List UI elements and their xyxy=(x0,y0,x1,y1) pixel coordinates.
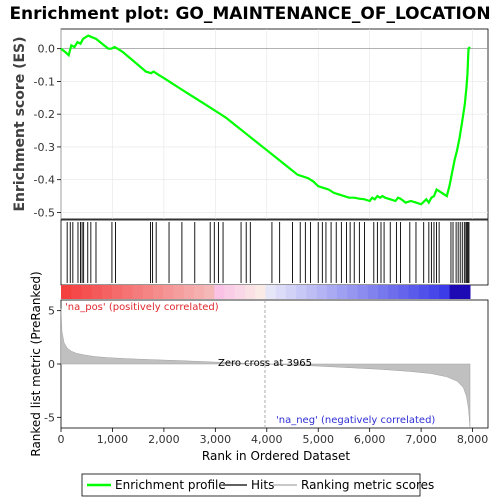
color-bar-segment xyxy=(224,285,236,299)
x-tick-label: 4,000 xyxy=(251,433,283,446)
hits-panel-frame xyxy=(60,219,489,286)
color-bar-segment xyxy=(316,285,328,299)
es-y-tick-label: 0.0 xyxy=(38,43,56,56)
es-panel-frame xyxy=(60,28,489,220)
color-bar-segment xyxy=(204,285,215,299)
color-bar-segment xyxy=(275,285,287,299)
color-bar-segment xyxy=(71,285,82,299)
x-tick-label: 3,000 xyxy=(200,433,232,446)
color-bar-segment xyxy=(214,285,226,299)
color-bar-segment xyxy=(153,285,164,299)
color-bar-segment xyxy=(81,285,93,299)
color-bar-segment xyxy=(429,285,440,299)
es-y-tick-label: -0.5 xyxy=(34,206,55,219)
color-bar-segment xyxy=(234,285,246,299)
negative-correlation-label: 'na_neg' (negatively correlated) xyxy=(276,415,435,426)
es-y-tick-label: -0.1 xyxy=(34,75,55,88)
color-bar-segment xyxy=(377,285,389,299)
ranked-y-tick-label: 0 xyxy=(48,358,55,371)
color-bar-segment xyxy=(255,285,266,299)
color-bar-segment xyxy=(285,285,297,299)
color-bar-segment xyxy=(122,285,134,299)
color-bar-segment xyxy=(173,285,185,299)
x-tick-label: 7,000 xyxy=(405,433,437,446)
legend-metric-label: Ranking metric scores xyxy=(301,478,434,492)
ranked-y-ticks: 5 0 -5 xyxy=(44,305,61,424)
color-bar-segment xyxy=(357,285,369,299)
legend-hits-label: Hits xyxy=(251,478,274,492)
color-bar-segment xyxy=(101,285,113,299)
color-bar-segment xyxy=(245,285,256,299)
color-bar-segment xyxy=(296,285,307,299)
es-grid xyxy=(60,29,488,219)
x-axis-ticks: 0 1,000 2,000 3,000 4,000 5,000 6,000 7,000 8,00… xyxy=(58,428,489,446)
es-y-tick-label: -0.3 xyxy=(34,141,55,154)
x-tick-label: 0 xyxy=(58,433,65,446)
positive-correlation-label: 'na_pos' (positively correlated) xyxy=(65,302,219,313)
enrichment-profile-line xyxy=(60,34,471,206)
color-bar-segment xyxy=(439,285,451,299)
zero-cross-label: Zero cross at 3965 xyxy=(218,358,312,369)
color-bar-segment xyxy=(183,285,195,299)
es-y-tick-label: -0.2 xyxy=(34,108,55,121)
es-y-tick-label: -0.4 xyxy=(34,174,55,187)
color-bar-segment xyxy=(265,285,277,299)
x-tick-label: 6,000 xyxy=(354,433,386,446)
legend-enrichment-label: Enrichment profile xyxy=(115,478,226,492)
color-bar-segment xyxy=(193,285,205,299)
legend-box xyxy=(81,473,421,497)
color-bar-segment xyxy=(326,285,338,299)
color-bar-segment xyxy=(367,285,379,299)
color-bar-segment xyxy=(347,285,359,299)
color-bar-segment xyxy=(61,285,72,299)
color-bar-segment xyxy=(388,285,399,299)
color-bar-segment xyxy=(132,285,144,299)
color-bar-segment xyxy=(398,285,410,299)
legend: Enrichment profile Hits Ranking metric s… xyxy=(81,473,434,497)
x-axis-label: Rank in Ordered Dataset xyxy=(202,449,350,463)
chart-title: Enrichment plot: GO_MAINTENANCE_OF_LOCAT… xyxy=(9,4,490,24)
hits-marks xyxy=(66,222,470,283)
color-bar-segment xyxy=(418,285,430,299)
color-bar-segment xyxy=(408,285,420,299)
color-bar-segment xyxy=(142,285,154,299)
ranked-y-tick-label: 5 xyxy=(48,305,55,318)
es-y-ticks: 0.0 -0.1 -0.2 -0.3 -0.4 -0.5 xyxy=(34,43,61,219)
ranked-y-tick-label: -5 xyxy=(44,411,55,424)
color-bar-segment xyxy=(337,285,348,299)
x-tick-label: 8,000 xyxy=(457,433,489,446)
ranking-color-bar xyxy=(61,285,471,299)
x-tick-label: 2,000 xyxy=(148,433,180,446)
color-bar-segment xyxy=(449,285,461,299)
color-bar-segment xyxy=(112,285,123,299)
ranked-y-axis-label: Ranked list metric (PreRanked) xyxy=(29,271,43,456)
color-bar-segment xyxy=(306,285,318,299)
x-tick-label: 1,000 xyxy=(97,433,129,446)
color-bar-segment xyxy=(91,285,103,299)
color-bar-segment xyxy=(459,285,471,299)
x-tick-label: 5,000 xyxy=(302,433,334,446)
ranking-metric-area xyxy=(60,308,471,429)
color-bar-segment xyxy=(163,285,174,299)
es-y-axis-label: Enrichment score (ES) xyxy=(12,36,28,211)
